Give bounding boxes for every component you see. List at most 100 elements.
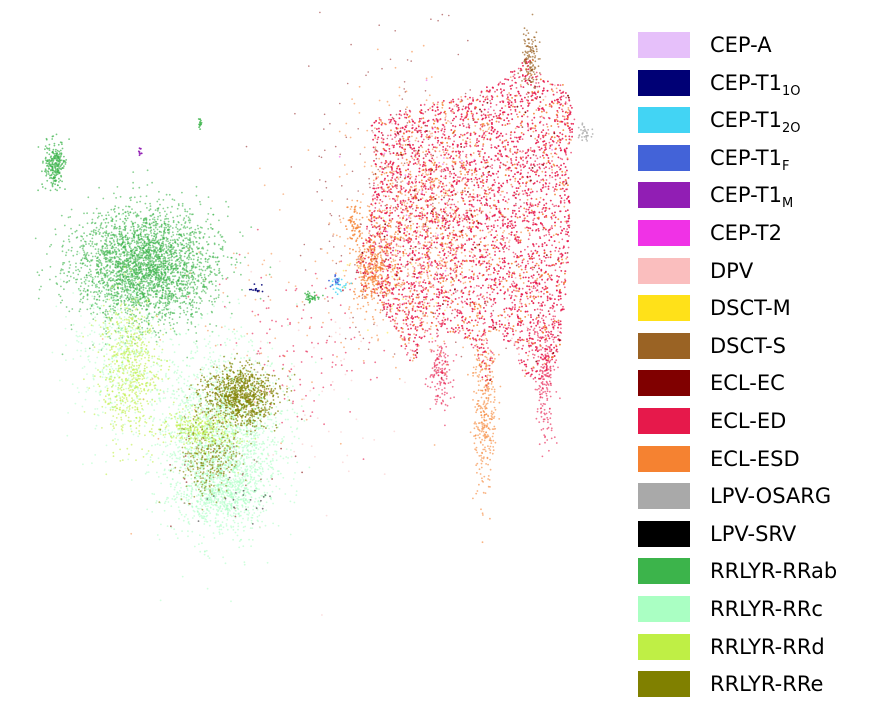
scatter-point <box>543 260 546 262</box>
scatter-point <box>455 181 458 184</box>
scatter-point <box>517 317 520 320</box>
scatter-point <box>536 75 539 78</box>
scatter-point <box>482 173 485 176</box>
scatter-point <box>514 304 516 306</box>
scatter-point <box>556 304 558 306</box>
scatter-point <box>528 234 531 237</box>
scatter-point <box>447 169 449 171</box>
scatter-point <box>464 300 466 303</box>
scatter-point <box>441 224 444 227</box>
scatter-point <box>392 293 395 296</box>
scatter-point <box>458 214 461 217</box>
scatter-point <box>564 278 566 281</box>
scatter-point <box>536 289 539 291</box>
scatter-point <box>420 218 423 221</box>
scatter-point <box>563 118 566 121</box>
scatter-point <box>468 126 471 129</box>
scatter-point <box>498 216 501 219</box>
scatter-point <box>483 298 486 300</box>
scatter-point <box>533 91 536 94</box>
scatter-point <box>551 203 554 206</box>
scatter-point <box>565 222 568 224</box>
scatter-point <box>450 129 453 131</box>
scatter-point <box>404 200 407 202</box>
scatter-point <box>555 320 558 323</box>
scatter-point <box>531 349 534 352</box>
scatter-point <box>528 211 531 214</box>
scatter-point <box>539 305 541 307</box>
scatter-point <box>403 240 405 242</box>
scatter-point <box>533 245 535 248</box>
scatter-point <box>543 216 546 218</box>
scatter-point <box>477 184 480 187</box>
scatter-point <box>490 225 493 228</box>
scatter-point <box>445 257 448 259</box>
scatter-point <box>507 96 509 99</box>
scatter-point <box>503 139 506 142</box>
scatter-point <box>487 347 489 349</box>
scatter-point <box>548 103 551 105</box>
scatter-point <box>551 358 553 361</box>
scatter-point <box>503 265 506 268</box>
scatter-point <box>490 244 493 247</box>
scatter-point <box>547 256 550 259</box>
scatter-point <box>450 155 452 158</box>
scatter-point <box>495 147 498 150</box>
scatter-point <box>527 238 530 241</box>
scatter-point <box>421 300 424 303</box>
scatter-point <box>426 329 429 332</box>
scatter-point <box>414 284 416 287</box>
scatter-point <box>526 226 528 229</box>
scatter-point <box>470 110 473 113</box>
scatter-point <box>441 290 444 292</box>
scatter-point <box>442 277 445 280</box>
scatter-point <box>497 199 500 202</box>
scatter-point <box>537 141 540 143</box>
scatter-point <box>396 249 399 252</box>
scatter-point <box>512 153 514 156</box>
scatter-point <box>357 271 360 274</box>
scatter-point <box>372 146 375 149</box>
scatter-point <box>521 369 524 372</box>
scatter-point <box>479 199 481 202</box>
scatter-point <box>426 153 429 155</box>
scatter-point <box>389 120 392 123</box>
scatter-point <box>378 215 381 218</box>
scatter-point <box>564 233 567 236</box>
scatter-point <box>431 220 434 223</box>
scatter-point <box>542 144 545 147</box>
scatter-point <box>568 135 571 138</box>
scatter-point <box>548 337 551 340</box>
scatter-point <box>491 167 493 170</box>
scatter-point <box>534 287 537 289</box>
scatter-point <box>553 346 555 349</box>
scatter-point <box>442 133 444 135</box>
scatter-point <box>552 186 554 189</box>
scatter-point <box>541 317 543 320</box>
scatter-point <box>514 306 516 308</box>
scatter-point <box>550 216 553 219</box>
scatter-point <box>442 188 445 191</box>
scatter-point <box>545 228 547 231</box>
scatter-point <box>412 120 415 123</box>
scatter-point <box>409 359 411 362</box>
scatter-point <box>476 346 479 348</box>
scatter-point <box>560 303 562 306</box>
scatter-point <box>561 133 564 136</box>
scatter-point <box>457 150 460 153</box>
scatter-point <box>548 182 551 185</box>
scatter-point <box>398 267 401 270</box>
scatter-point <box>564 194 566 196</box>
scatter-point <box>543 255 545 258</box>
scatter-point <box>508 324 510 327</box>
scatter-point <box>496 130 499 133</box>
scatter-point <box>514 238 516 241</box>
scatter-point <box>492 115 495 118</box>
scatter-point <box>519 94 522 97</box>
scatter-point <box>452 212 455 215</box>
scatter-point <box>497 176 499 179</box>
scatter-point <box>389 308 392 311</box>
scatter-point <box>543 322 546 325</box>
scatter-point <box>548 167 551 170</box>
scatter-point <box>387 163 390 166</box>
